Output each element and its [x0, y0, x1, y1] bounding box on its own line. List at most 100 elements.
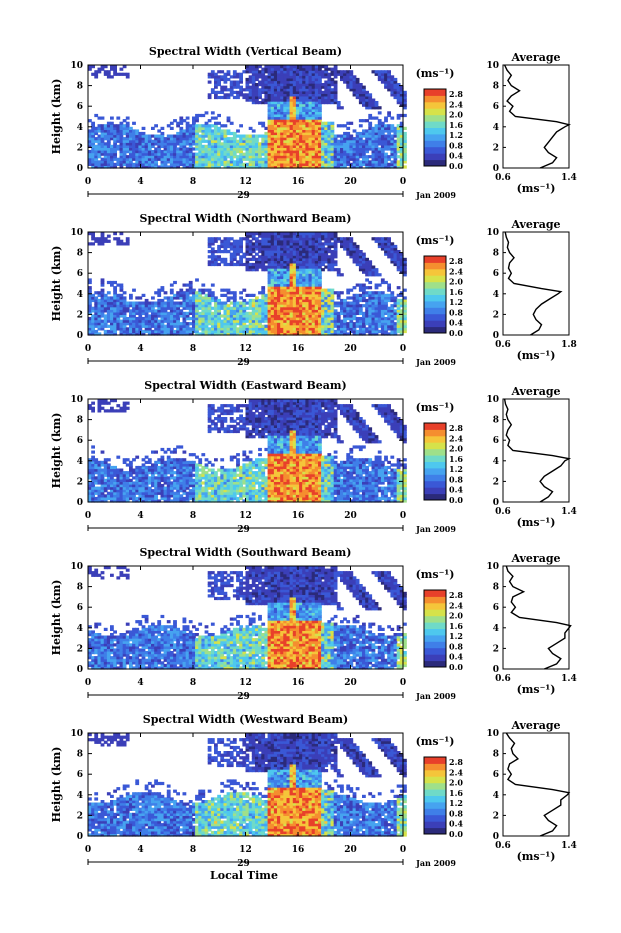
colorbar-tick-label: 0.0	[449, 328, 463, 338]
x-tick-label: 0	[85, 344, 91, 354]
x-tick-label: 16	[292, 344, 305, 354]
average-y-tick-label: 8	[493, 82, 499, 92]
colorbar-swatch	[424, 115, 446, 122]
heatmap-cell	[239, 124, 243, 127]
x-tick-label: 12	[239, 344, 252, 354]
heatmap-cell	[161, 286, 165, 289]
heatmap-cell	[334, 260, 338, 263]
heatmap-cell	[331, 122, 335, 125]
heatmap-cells	[88, 232, 407, 336]
heatmap-cell	[368, 93, 372, 96]
heatmap-cell	[368, 260, 372, 263]
x-tick-label: 4	[137, 177, 143, 187]
heatmap-cell	[170, 289, 174, 292]
colorbar-tick-label: 2.0	[449, 110, 463, 120]
average-y-tick-label: 2	[493, 310, 499, 320]
heatmap-cells	[88, 399, 407, 503]
heatmap-cell	[378, 273, 382, 276]
y-axis-label: Height (km)	[50, 79, 63, 155]
heatmap-cell	[378, 111, 382, 114]
y-tick-label: 8	[77, 249, 83, 259]
heatmap-cell	[120, 284, 124, 287]
colorbar-tick-label: 0.8	[449, 307, 463, 317]
heatmap-cell	[340, 106, 344, 109]
average-y-tick-label: 4	[493, 123, 499, 133]
x-tick-label: 20	[344, 177, 357, 187]
colorbar-swatch	[424, 314, 446, 321]
heatmap-cell	[205, 111, 209, 114]
heatmap-cell	[186, 117, 190, 120]
heatmap-cell	[101, 117, 105, 120]
heatmap-cell	[387, 111, 391, 114]
heatmap-cell	[107, 235, 111, 238]
x-tick-label: 0	[400, 344, 406, 354]
heatmap-cell	[394, 78, 398, 81]
heatmap-cell	[126, 122, 130, 125]
heatmap-cell	[142, 127, 146, 130]
heatmap-cell	[390, 291, 394, 294]
heatmap-cell	[390, 117, 394, 120]
heatmap-cell	[230, 122, 234, 125]
heatmap-cell	[368, 281, 372, 284]
average-y-tick-label: 10	[486, 61, 499, 71]
heatmap-cell	[233, 291, 237, 294]
average-x-tick-label: 1.4	[561, 173, 577, 183]
heatmap-cell	[368, 122, 372, 125]
y-tick-label: 4	[77, 123, 83, 133]
heatmap-cell	[359, 124, 363, 127]
y-tick-label: 4	[77, 290, 83, 300]
heatmap-cell	[403, 91, 407, 94]
heatmap-cell	[337, 268, 341, 271]
x-axis-label: Local Time	[210, 869, 278, 882]
x-tick-label: 12	[239, 177, 252, 187]
colorbar-swatch	[424, 288, 446, 295]
colorbar-swatch	[424, 327, 446, 334]
date-label: Jan 2009	[415, 190, 456, 200]
heatmap-cell	[164, 291, 168, 294]
heatmap-cell	[170, 127, 174, 130]
heatmap-cell	[132, 122, 136, 125]
panel-1: Spectral Width (Vertical Beam)0246810Hei…	[50, 45, 577, 201]
heatmap-cell	[217, 114, 221, 117]
colorbar-swatch	[424, 89, 446, 96]
heatmap-cell	[151, 296, 155, 299]
average-title: Average	[510, 51, 560, 64]
x-tick-label: 8	[190, 344, 196, 354]
heatmap-cell	[236, 129, 240, 132]
heatmap-cell	[378, 106, 382, 109]
colorbar-swatch	[424, 282, 446, 289]
heatmap-cell	[403, 114, 407, 117]
y-tick-label: 0	[77, 331, 83, 341]
heatmap-cell	[208, 81, 212, 84]
day-label: 29	[237, 191, 250, 201]
y-tick-label: 0	[77, 164, 83, 174]
colorbar-swatch	[424, 256, 446, 263]
colorbar-swatch	[424, 95, 446, 102]
average-x-tick-label: 0.6	[495, 340, 511, 350]
heatmap-cell	[195, 278, 199, 281]
y-tick-label: 6	[77, 102, 83, 112]
average-x-tick-label: 0.6	[495, 173, 511, 183]
heatmap-cell	[201, 284, 205, 287]
average-y-tick-label: 6	[493, 102, 499, 112]
heatmap-cell	[261, 286, 265, 289]
heatmap-cell	[224, 258, 228, 261]
x-tick-label: 16	[292, 177, 305, 187]
colorbar-swatch	[424, 269, 446, 276]
heatmap-cell	[387, 284, 391, 287]
heatmap-cell	[252, 129, 256, 132]
heatmap-cell	[403, 258, 407, 261]
colorbar-swatch	[424, 134, 446, 141]
colorbar-swatch	[424, 275, 446, 282]
heatmap-cell	[349, 70, 353, 73]
heatmap-cell	[126, 117, 130, 120]
heatmap-cell	[340, 291, 344, 294]
heatmap-cell	[375, 268, 379, 271]
x-tick-label: 0	[400, 177, 406, 187]
heatmap-cell	[123, 291, 127, 294]
colorbar-swatch	[424, 108, 446, 115]
heatmap-cells	[88, 65, 407, 169]
heatmap-cell	[403, 132, 407, 135]
colorbar-tick-label: 2.4	[449, 266, 463, 276]
